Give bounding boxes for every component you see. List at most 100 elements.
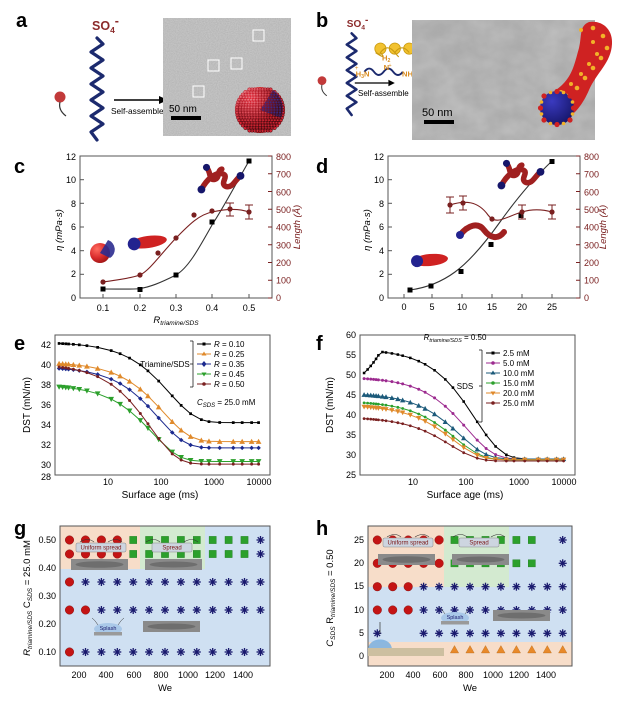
svg-text:600: 600 <box>276 187 291 197</box>
svg-text:Spread: Spread <box>469 541 488 547</box>
svg-text:800: 800 <box>584 152 599 162</box>
svg-text:40: 40 <box>41 360 51 370</box>
svg-text:600: 600 <box>432 670 447 680</box>
svg-text:R = 0.25: R = 0.25 <box>214 350 245 359</box>
svg-text:20: 20 <box>517 302 527 312</box>
svg-text:10000: 10000 <box>246 477 271 487</box>
svg-text:1200: 1200 <box>205 670 225 680</box>
svg-text:0.2: 0.2 <box>134 303 147 313</box>
svg-text:SO4-: SO4- <box>347 15 369 31</box>
svg-text:DST (mN/m): DST (mN/m) <box>325 377 336 433</box>
svg-text:R = 0.10: R = 0.10 <box>214 340 245 349</box>
svg-text:5: 5 <box>359 628 364 638</box>
svg-text:2: 2 <box>71 269 76 279</box>
svg-text:R = 0.35: R = 0.35 <box>214 360 245 369</box>
svg-text:Length (Å): Length (Å) <box>598 205 609 249</box>
svg-text:Rtriamine/SDS: Rtriamine/SDS <box>153 315 199 325</box>
svg-text:4: 4 <box>71 246 76 256</box>
svg-text:28: 28 <box>41 472 51 482</box>
svg-text:25: 25 <box>354 535 364 545</box>
svg-text:8: 8 <box>379 199 384 209</box>
svg-text:25: 25 <box>547 302 557 312</box>
svg-text:Triamine/SDS: Triamine/SDS <box>140 360 190 369</box>
svg-text:1000: 1000 <box>204 477 224 487</box>
svg-text:η (mPa·s): η (mPa·s) <box>362 209 373 251</box>
svg-text:0.5: 0.5 <box>243 303 256 313</box>
svg-text:400: 400 <box>584 223 599 233</box>
svg-text:25.0 mM: 25.0 mM <box>503 399 534 408</box>
svg-text:300: 300 <box>276 240 291 250</box>
svg-text:0: 0 <box>71 293 76 303</box>
svg-text:50: 50 <box>346 370 356 380</box>
svg-text:5: 5 <box>429 302 434 312</box>
svg-text:30: 30 <box>346 450 356 460</box>
svg-text:500: 500 <box>584 205 599 215</box>
svg-text:η (mPa·s): η (mPa·s) <box>54 209 65 251</box>
svg-text:200: 200 <box>276 258 291 268</box>
svg-text:700: 700 <box>584 170 599 180</box>
svg-text:0.10: 0.10 <box>38 647 56 657</box>
svg-text:6: 6 <box>379 222 384 232</box>
svg-text:10: 10 <box>374 175 384 185</box>
svg-text:5.0 mM: 5.0 mM <box>503 359 530 368</box>
svg-text:30: 30 <box>41 460 51 470</box>
svg-text:10.0 mM: 10.0 mM <box>503 369 534 378</box>
svg-text:0.50: 0.50 <box>38 535 56 545</box>
svg-text:R = 0.45: R = 0.45 <box>214 370 245 379</box>
svg-text:CSDS Rtriamine/SDS = 0.50: CSDS Rtriamine/SDS = 0.50 <box>325 549 337 646</box>
svg-text:+: + <box>388 63 391 69</box>
svg-text:45: 45 <box>346 390 356 400</box>
svg-text:Splash: Splash <box>447 615 464 621</box>
svg-text:We: We <box>463 683 477 694</box>
svg-text:700: 700 <box>276 170 291 180</box>
svg-text:SDS: SDS <box>457 382 473 391</box>
svg-text:10: 10 <box>354 605 364 615</box>
svg-text:R = 0.50: R = 0.50 <box>214 380 245 389</box>
svg-text:Splash: Splash <box>100 626 117 632</box>
svg-text:1400: 1400 <box>233 670 253 680</box>
svg-text:32: 32 <box>41 440 51 450</box>
svg-text:38: 38 <box>41 380 51 390</box>
svg-text:10: 10 <box>66 175 76 185</box>
svg-text:800: 800 <box>276 152 291 162</box>
svg-text:Uniform spread: Uniform spread <box>387 541 428 547</box>
svg-text:15: 15 <box>487 302 497 312</box>
svg-text:Surface age (ms): Surface age (ms) <box>122 490 199 501</box>
svg-text:Self-assemble: Self-assemble <box>358 89 409 98</box>
svg-text:CSDS (mM): CSDS (mM) <box>444 325 492 327</box>
svg-text:12: 12 <box>374 152 384 162</box>
svg-text:40: 40 <box>346 410 356 420</box>
svg-text:400: 400 <box>276 223 291 233</box>
svg-text:400: 400 <box>98 670 113 680</box>
svg-text:20: 20 <box>354 558 364 568</box>
svg-text:10: 10 <box>408 477 418 487</box>
svg-text:15.0 mM: 15.0 mM <box>503 379 534 388</box>
svg-text:100: 100 <box>276 276 291 286</box>
svg-text:1000: 1000 <box>483 670 503 680</box>
svg-text:100: 100 <box>584 276 599 286</box>
svg-text:35: 35 <box>346 430 356 440</box>
svg-text:0.4: 0.4 <box>206 303 219 313</box>
svg-text:800: 800 <box>458 670 473 680</box>
svg-text:200: 200 <box>379 670 394 680</box>
svg-text:1400: 1400 <box>536 670 556 680</box>
svg-text:36: 36 <box>41 400 51 410</box>
svg-text:We: We <box>158 683 172 694</box>
svg-text:0.1: 0.1 <box>97 303 110 313</box>
svg-text:55: 55 <box>346 350 356 360</box>
svg-text:Surface age (ms): Surface age (ms) <box>427 490 504 501</box>
svg-text:0: 0 <box>379 293 384 303</box>
svg-text:0: 0 <box>401 302 406 312</box>
svg-text:6: 6 <box>71 222 76 232</box>
svg-text:34: 34 <box>41 420 51 430</box>
svg-text:42: 42 <box>41 340 51 350</box>
svg-text:15: 15 <box>354 581 364 591</box>
svg-text:600: 600 <box>584 187 599 197</box>
svg-text:4: 4 <box>379 246 384 256</box>
svg-text:0: 0 <box>276 293 281 303</box>
svg-text:0: 0 <box>359 651 364 661</box>
svg-text:2: 2 <box>379 269 384 279</box>
svg-text:60: 60 <box>346 330 356 340</box>
svg-text:12: 12 <box>66 152 76 162</box>
svg-text:Self-assemble: Self-assemble <box>111 106 164 116</box>
